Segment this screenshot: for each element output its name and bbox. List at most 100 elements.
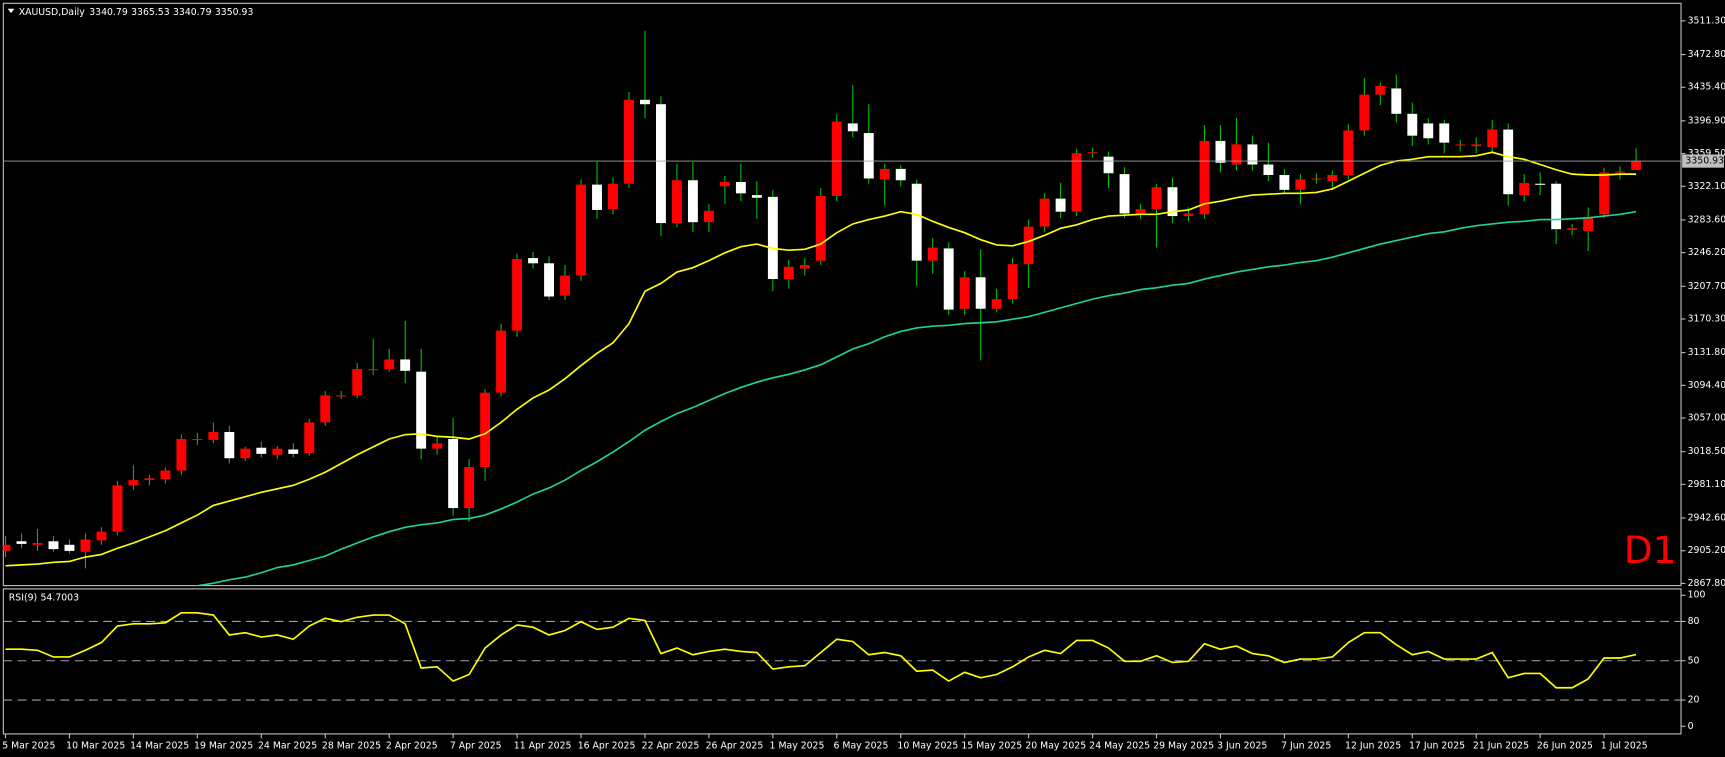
candle-body — [687, 180, 698, 223]
y-tick-label: 2981.10 — [1688, 479, 1725, 490]
symbol: XAUUSD,Daily — [19, 7, 86, 18]
candle-body — [288, 449, 299, 454]
price-label: 3350.93 — [1685, 156, 1724, 167]
rsi-tick-label: 100 — [1688, 590, 1706, 601]
x-tick-label: 24 Mar 2025 — [258, 741, 317, 752]
x-tick-label: 7 Apr 2025 — [450, 741, 502, 752]
main-plot — [3, 30, 1642, 586]
candle-body — [640, 99, 650, 105]
y-tick-label: 3511.30 — [1688, 15, 1725, 26]
candle-body — [1471, 144, 1482, 147]
candle-body — [719, 181, 730, 187]
candle-body — [895, 168, 906, 181]
candle-body — [480, 392, 491, 467]
rsi-tick-label: 50 — [1688, 655, 1700, 666]
candle-body — [1295, 179, 1306, 190]
y-tick-label: 3322.10 — [1688, 181, 1725, 192]
candle-body — [320, 395, 331, 423]
candle-body — [911, 183, 922, 261]
y-tick-label: 3283.60 — [1688, 214, 1725, 225]
header: XAUUSD,Daily 3340.79 3365.53 3340.79 3350.93 — [19, 7, 254, 18]
candle-body — [336, 395, 347, 397]
candle-body — [1263, 164, 1274, 175]
low-value: 3340.79 — [173, 7, 212, 18]
rsi-label: RSI(9) — [9, 592, 37, 603]
candle-body — [16, 541, 27, 544]
candle-body — [1407, 113, 1418, 136]
candle-body — [927, 247, 938, 261]
x-tick-label: 21 Jun 2025 — [1473, 741, 1529, 752]
candle-body — [1359, 94, 1370, 131]
candle-body — [943, 248, 954, 310]
y-tick-label: 3207.70 — [1688, 281, 1725, 292]
candle-body — [464, 466, 475, 509]
candle-body — [1631, 161, 1642, 170]
x-tick-label: 26 Jun 2025 — [1537, 741, 1593, 752]
x-tick-label: 6 May 2025 — [833, 741, 888, 752]
candle-body — [1151, 187, 1162, 210]
y-tick-label: 3396.90 — [1688, 115, 1725, 126]
candle-body — [1119, 174, 1130, 214]
rsi-plot — [3, 611, 1682, 701]
candle-body — [1423, 123, 1434, 139]
candle-body — [624, 99, 634, 184]
high-value: 3365.53 — [131, 7, 170, 18]
candle-body — [368, 369, 379, 371]
candle-body — [1599, 172, 1610, 215]
candle-body — [1103, 156, 1114, 174]
rsi-tick-label: 80 — [1688, 616, 1700, 627]
candle-body — [1487, 129, 1498, 148]
candle-body — [96, 531, 107, 541]
candle-body — [64, 544, 75, 551]
candle-body — [144, 478, 155, 481]
candle-body — [815, 195, 826, 261]
candle-body — [432, 443, 443, 449]
y-tick-label: 3246.20 — [1688, 247, 1725, 258]
candle-body — [160, 470, 171, 480]
x-tick-label: 10 May 2025 — [897, 741, 958, 752]
x-tick-label: 17 Jun 2025 — [1409, 741, 1465, 752]
candle-body — [1551, 183, 1562, 230]
rsi-line — [5, 611, 1637, 689]
y-tick-label: 3094.40 — [1688, 380, 1725, 391]
candle-body — [1615, 171, 1626, 173]
candle-body — [560, 275, 570, 296]
y-tick-label: 3131.80 — [1688, 347, 1725, 358]
candle-body — [1439, 123, 1450, 143]
candle-body — [671, 180, 682, 224]
candle-body — [1039, 198, 1050, 227]
candle-body — [80, 539, 91, 552]
x-tick-label: 2 Apr 2025 — [386, 741, 438, 752]
y-tick-label: 3057.00 — [1688, 413, 1725, 424]
x-tick-label: 29 May 2025 — [1153, 741, 1214, 752]
candle-body — [400, 359, 411, 371]
candle-body — [799, 265, 810, 269]
rsi-header: RSI(9) 54.7003 — [9, 592, 79, 603]
x-tick-label: 24 May 2025 — [1089, 741, 1150, 752]
candle-body — [656, 104, 666, 224]
candle-body — [975, 277, 986, 309]
candle-body — [1519, 182, 1530, 196]
candle-body — [416, 371, 427, 449]
candle-body — [879, 168, 890, 180]
candle-body — [831, 121, 842, 196]
candle-body — [783, 266, 794, 280]
x-tick-label: 3 Jun 2025 — [1217, 741, 1267, 752]
candle-body — [1007, 264, 1018, 300]
candle-body — [1199, 140, 1210, 215]
timeframe-label: D1 — [1624, 528, 1677, 572]
candle-body — [272, 448, 283, 455]
x-tick-label: 14 Mar 2025 — [130, 741, 189, 752]
candle-body — [767, 196, 778, 280]
moving-average — [5, 151, 1637, 567]
candle-body — [48, 541, 59, 550]
candle-body — [1375, 85, 1386, 95]
candle-body — [128, 480, 139, 486]
x-tick-label: 1 May 2025 — [770, 741, 825, 752]
x-tick-label: 1 Jul 2025 — [1601, 741, 1648, 752]
price-box — [1682, 154, 1724, 168]
candle-body — [1327, 174, 1338, 182]
candle-body — [112, 485, 123, 532]
